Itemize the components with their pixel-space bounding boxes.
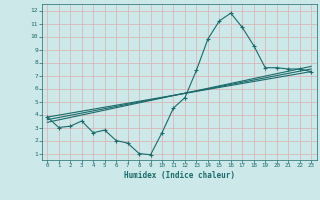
X-axis label: Humidex (Indice chaleur): Humidex (Indice chaleur) [124, 171, 235, 180]
